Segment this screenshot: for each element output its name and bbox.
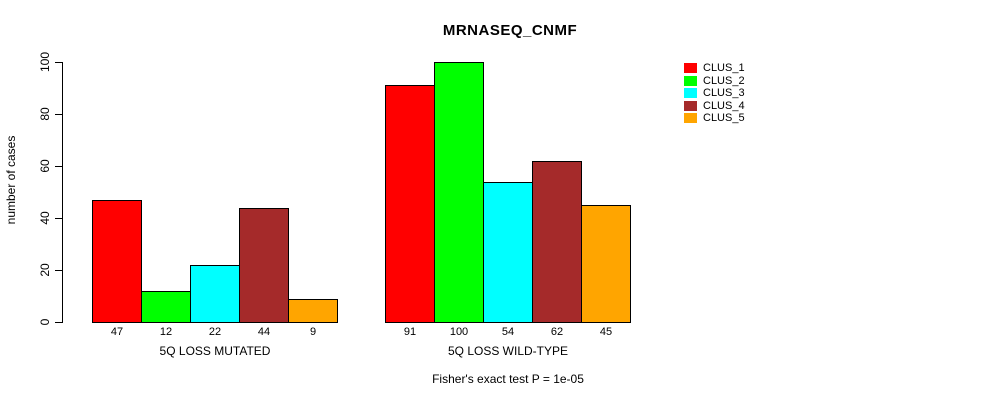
legend-item: CLUS_5 xyxy=(684,112,745,125)
bar-clus_5-group2 xyxy=(581,205,631,323)
y-tick-mark xyxy=(55,270,62,271)
bar-clus_2-group2 xyxy=(434,62,484,323)
legend-item-label: CLUS_5 xyxy=(703,112,745,125)
bar-value-label: 22 xyxy=(208,326,222,338)
y-tick-label: 100 xyxy=(38,51,52,73)
bar-clus_3-group1 xyxy=(190,265,240,323)
legend-item-label: CLUS_3 xyxy=(703,87,745,100)
bar-clus_1-group1 xyxy=(92,200,142,323)
y-tick-label: 80 xyxy=(38,107,52,121)
bar-clus_4-group1 xyxy=(239,208,289,323)
bar-clus_4-group2 xyxy=(532,161,582,323)
y-tick-mark xyxy=(55,62,62,63)
bar-value-label: 62 xyxy=(550,326,564,338)
legend-item: CLUS_1 xyxy=(684,62,745,75)
bar-clus_1-group2 xyxy=(385,85,435,323)
bar-clus_2-group1 xyxy=(141,291,191,323)
legend-item: CLUS_4 xyxy=(684,100,745,113)
chart-title: MRNASEQ_CNMF xyxy=(442,22,578,39)
bar-value-label: 9 xyxy=(309,326,317,338)
legend-item-label: CLUS_2 xyxy=(703,74,745,87)
y-tick-label: 0 xyxy=(38,318,52,326)
y-tick-mark xyxy=(55,114,62,115)
legend-item-label: CLUS_1 xyxy=(703,62,745,75)
legend-swatch-icon xyxy=(684,88,697,99)
bar-clus_5-group1 xyxy=(288,299,338,323)
y-tick-label: 60 xyxy=(38,159,52,173)
legend-item-label: CLUS_4 xyxy=(703,99,745,112)
bar-value-label: 91 xyxy=(403,326,417,338)
bar-value-label: 12 xyxy=(159,326,173,338)
bar-clus_3-group2 xyxy=(483,182,533,323)
group-label-mutated: 5Q LOSS MUTATED xyxy=(159,344,271,358)
y-axis-line xyxy=(62,62,63,323)
legend-swatch-icon xyxy=(684,100,697,111)
legend-swatch-icon xyxy=(684,63,697,74)
y-tick-mark xyxy=(55,166,62,167)
bar-value-label: 47 xyxy=(110,326,124,338)
legend-swatch-icon xyxy=(684,75,697,86)
y-tick-label: 40 xyxy=(38,211,52,225)
legend-item: CLUS_2 xyxy=(684,75,745,88)
legend-swatch-icon xyxy=(684,113,697,124)
bar-value-label: 44 xyxy=(257,326,271,338)
bar-value-label: 100 xyxy=(449,326,469,338)
legend-item: CLUS_3 xyxy=(684,87,745,100)
y-tick-mark xyxy=(55,218,62,219)
legend: CLUS_1 CLUS_2 CLUS_3 CLUS_4 CLUS_5 xyxy=(684,62,745,125)
y-tick-label: 20 xyxy=(38,263,52,277)
group-label-wild-type: 5Q LOSS WILD-TYPE xyxy=(447,344,569,358)
y-tick-mark xyxy=(55,322,62,323)
annotation-fishers-test: Fisher's exact test P = 1e-05 xyxy=(432,372,584,386)
bar-value-label: 54 xyxy=(501,326,515,338)
bar-value-label: 45 xyxy=(599,326,613,338)
y-axis-label: number of cases xyxy=(4,135,18,225)
